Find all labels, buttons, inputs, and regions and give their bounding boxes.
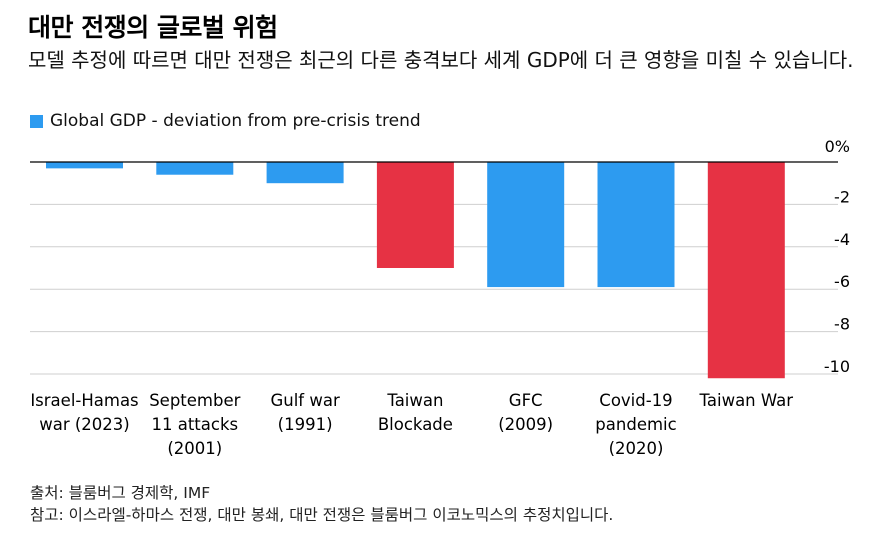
bar [376,162,454,268]
x-tick-label: September [149,391,240,410]
x-tick-label: (2001) [167,439,222,458]
legend: Global GDP - deviation from pre-crisis t… [30,111,421,131]
x-tick-label: GFC [509,391,543,410]
y-tick-label: -6 [834,272,850,291]
x-tick-label: Israel-Hamas [30,391,138,410]
x-tick-label: war (2023) [39,415,130,434]
x-tick-label: Blockade [378,415,453,434]
y-tick-label: 0% [825,137,850,156]
footer: 출처: 블룸버그 경제학, IMF 참고: 이스라엘-하마스 전쟁, 대만 봉쇄… [30,482,613,526]
bar [487,162,565,288]
legend-label: Global GDP - deviation from pre-crisis t… [50,111,421,131]
x-tick-label: pandemic [595,415,676,434]
y-tick-label: -8 [834,315,850,334]
legend-swatch [30,114,43,128]
bar [707,162,785,379]
y-tick-label: -4 [834,230,850,249]
y-tick-label: -2 [834,187,850,206]
x-tick-label: Gulf war [270,391,339,410]
x-tick-label: Taiwan War [699,391,794,410]
bar [46,162,123,169]
source-note: 출처: 블룸버그 경제학, IMF [30,484,211,502]
footnote: 참고: 이스라엘-하마스 전쟁, 대만 봉쇄, 대만 전쟁은 블룸버그 이코노믹… [30,506,614,524]
y-tick-label: -10 [824,357,850,376]
x-tick-label: Covid-19 [599,391,672,410]
x-tick-label: (2020) [609,439,664,458]
x-tick-label: (1991) [278,415,333,434]
x-tick-label: (2009) [498,415,553,434]
x-tick-label: 11 attacks [151,415,238,434]
x-tick-label: Taiwan [386,391,443,410]
bar [597,162,675,288]
bar [156,162,234,175]
bar [266,162,344,184]
chart-subtitle: 모델 추정에 따르면 대만 전쟁은 최근의 다른 충격보다 세계 GDP에 더 … [28,48,854,72]
chart-title: 대만 전쟁의 글로벌 위험 [28,13,278,42]
